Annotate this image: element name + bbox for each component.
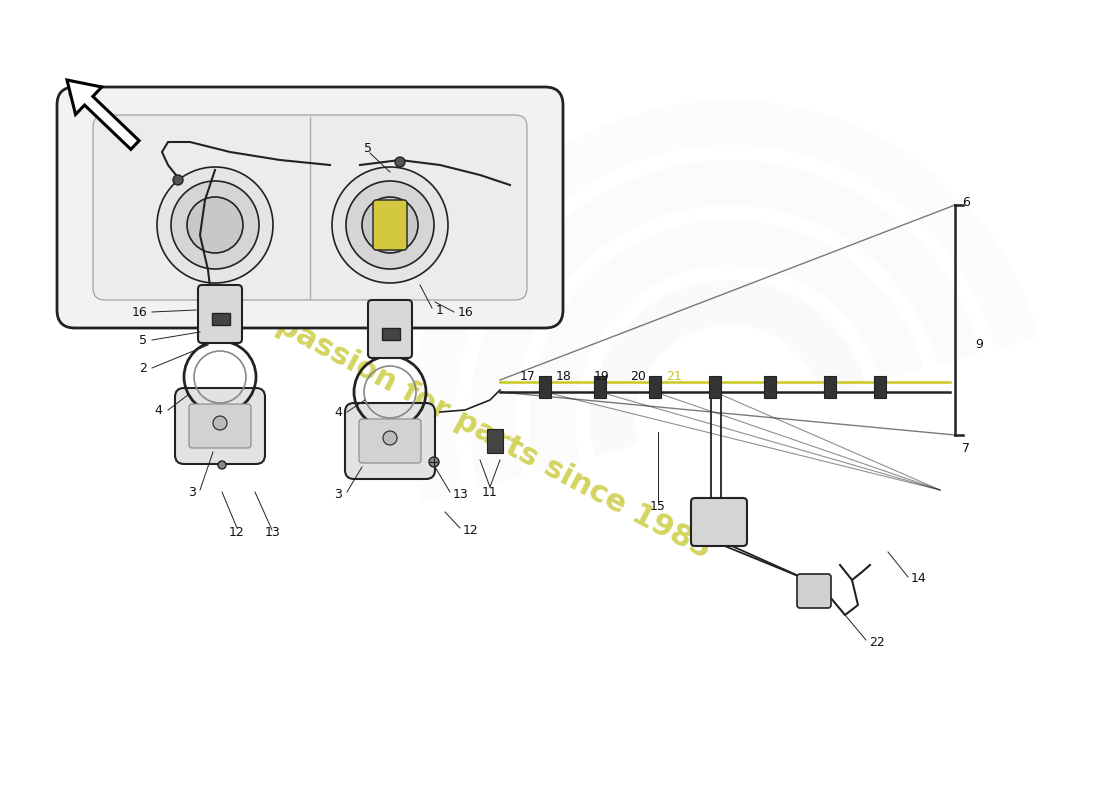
Text: 21: 21 — [667, 370, 682, 383]
Text: 6: 6 — [962, 197, 970, 210]
Circle shape — [187, 197, 243, 253]
FancyBboxPatch shape — [198, 285, 242, 343]
FancyBboxPatch shape — [382, 328, 400, 340]
FancyBboxPatch shape — [368, 300, 412, 358]
FancyBboxPatch shape — [691, 498, 747, 546]
FancyBboxPatch shape — [94, 115, 527, 300]
Text: 13: 13 — [265, 526, 280, 539]
FancyBboxPatch shape — [874, 376, 886, 398]
Text: 14: 14 — [911, 573, 926, 586]
Circle shape — [157, 167, 273, 283]
Circle shape — [213, 416, 227, 430]
Text: 4: 4 — [154, 403, 162, 417]
Circle shape — [173, 175, 183, 185]
Text: 16: 16 — [131, 306, 147, 318]
Text: 15: 15 — [650, 499, 666, 513]
Circle shape — [383, 431, 397, 445]
Text: 22: 22 — [869, 635, 884, 649]
Text: 12: 12 — [463, 525, 478, 538]
Text: 19: 19 — [594, 370, 609, 383]
Circle shape — [362, 197, 418, 253]
Circle shape — [429, 457, 439, 467]
Text: 5: 5 — [364, 142, 372, 155]
Circle shape — [346, 181, 434, 269]
Text: 7: 7 — [962, 442, 970, 454]
FancyBboxPatch shape — [57, 87, 563, 328]
Circle shape — [395, 157, 405, 167]
FancyBboxPatch shape — [175, 388, 265, 464]
FancyBboxPatch shape — [764, 376, 776, 398]
Text: 9: 9 — [975, 338, 983, 351]
Text: 1: 1 — [436, 303, 444, 317]
Text: 12: 12 — [229, 526, 245, 538]
Wedge shape — [470, 160, 981, 487]
Text: a passion for parts since 1985: a passion for parts since 1985 — [244, 295, 716, 565]
Text: 2: 2 — [139, 362, 147, 374]
FancyBboxPatch shape — [345, 403, 434, 479]
FancyBboxPatch shape — [487, 429, 503, 453]
Circle shape — [170, 181, 258, 269]
Text: 20: 20 — [630, 370, 646, 383]
FancyBboxPatch shape — [798, 574, 830, 608]
Text: 13: 13 — [453, 489, 469, 502]
FancyBboxPatch shape — [710, 376, 720, 398]
Text: 4: 4 — [334, 406, 342, 418]
FancyBboxPatch shape — [212, 313, 230, 325]
FancyBboxPatch shape — [594, 376, 606, 398]
FancyBboxPatch shape — [189, 404, 251, 448]
Text: 3: 3 — [334, 489, 342, 502]
Text: 11: 11 — [482, 486, 498, 498]
Wedge shape — [590, 280, 866, 456]
Text: 17: 17 — [520, 370, 536, 383]
FancyBboxPatch shape — [373, 200, 407, 250]
Text: 5: 5 — [139, 334, 147, 346]
FancyBboxPatch shape — [539, 376, 551, 398]
Circle shape — [332, 167, 448, 283]
FancyBboxPatch shape — [824, 376, 836, 398]
Circle shape — [218, 461, 226, 469]
Text: 3: 3 — [188, 486, 196, 499]
Text: 16: 16 — [458, 306, 474, 319]
FancyBboxPatch shape — [649, 376, 661, 398]
FancyBboxPatch shape — [359, 419, 421, 463]
Wedge shape — [530, 220, 923, 472]
Wedge shape — [410, 100, 1040, 503]
Text: 18: 18 — [557, 370, 572, 383]
FancyArrow shape — [67, 80, 139, 150]
